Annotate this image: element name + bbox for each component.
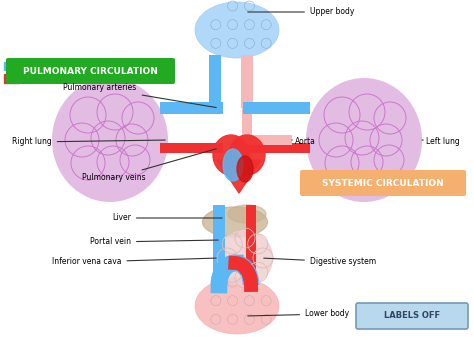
- Text: Upper body: Upper body: [248, 7, 355, 17]
- FancyBboxPatch shape: [356, 303, 468, 329]
- Text: Liver: Liver: [112, 214, 222, 222]
- Ellipse shape: [195, 2, 279, 58]
- Ellipse shape: [52, 78, 168, 202]
- Text: Aorta: Aorta: [292, 137, 316, 147]
- FancyBboxPatch shape: [6, 58, 175, 84]
- FancyBboxPatch shape: [242, 108, 252, 175]
- Ellipse shape: [202, 207, 267, 237]
- FancyBboxPatch shape: [209, 55, 221, 108]
- Legend: Deoxygenated blood, Oxygenated blood: Deoxygenated blood, Oxygenated blood: [4, 61, 104, 83]
- Text: Pulmonary veins: Pulmonary veins: [82, 149, 216, 183]
- FancyBboxPatch shape: [241, 55, 253, 108]
- FancyBboxPatch shape: [213, 205, 225, 280]
- Text: Pulmonary arteries: Pulmonary arteries: [64, 84, 216, 108]
- Text: Lower body: Lower body: [248, 309, 349, 318]
- FancyBboxPatch shape: [243, 143, 310, 153]
- FancyBboxPatch shape: [160, 102, 223, 114]
- Ellipse shape: [223, 149, 243, 181]
- Text: PULMONARY CIRCULATION: PULMONARY CIRCULATION: [23, 66, 158, 75]
- FancyBboxPatch shape: [160, 143, 223, 153]
- FancyBboxPatch shape: [247, 135, 292, 145]
- Polygon shape: [217, 160, 261, 193]
- Text: Right lung: Right lung: [12, 137, 165, 147]
- Ellipse shape: [195, 278, 279, 334]
- FancyBboxPatch shape: [243, 102, 310, 114]
- Text: Left lung: Left lung: [422, 137, 460, 147]
- Text: Digestive system: Digestive system: [264, 257, 376, 267]
- Text: SYSTEMIC CIRCULATION: SYSTEMIC CIRCULATION: [322, 179, 444, 187]
- Ellipse shape: [213, 135, 249, 175]
- Text: LABELS OFF: LABELS OFF: [384, 311, 440, 320]
- Text: Inferior vena cava: Inferior vena cava: [52, 257, 216, 267]
- Ellipse shape: [228, 205, 266, 223]
- Ellipse shape: [218, 231, 273, 285]
- Ellipse shape: [237, 156, 253, 182]
- Ellipse shape: [229, 135, 265, 175]
- Text: Portal vein: Portal vein: [90, 238, 218, 246]
- Ellipse shape: [306, 78, 422, 202]
- FancyBboxPatch shape: [246, 205, 256, 280]
- FancyBboxPatch shape: [300, 170, 466, 196]
